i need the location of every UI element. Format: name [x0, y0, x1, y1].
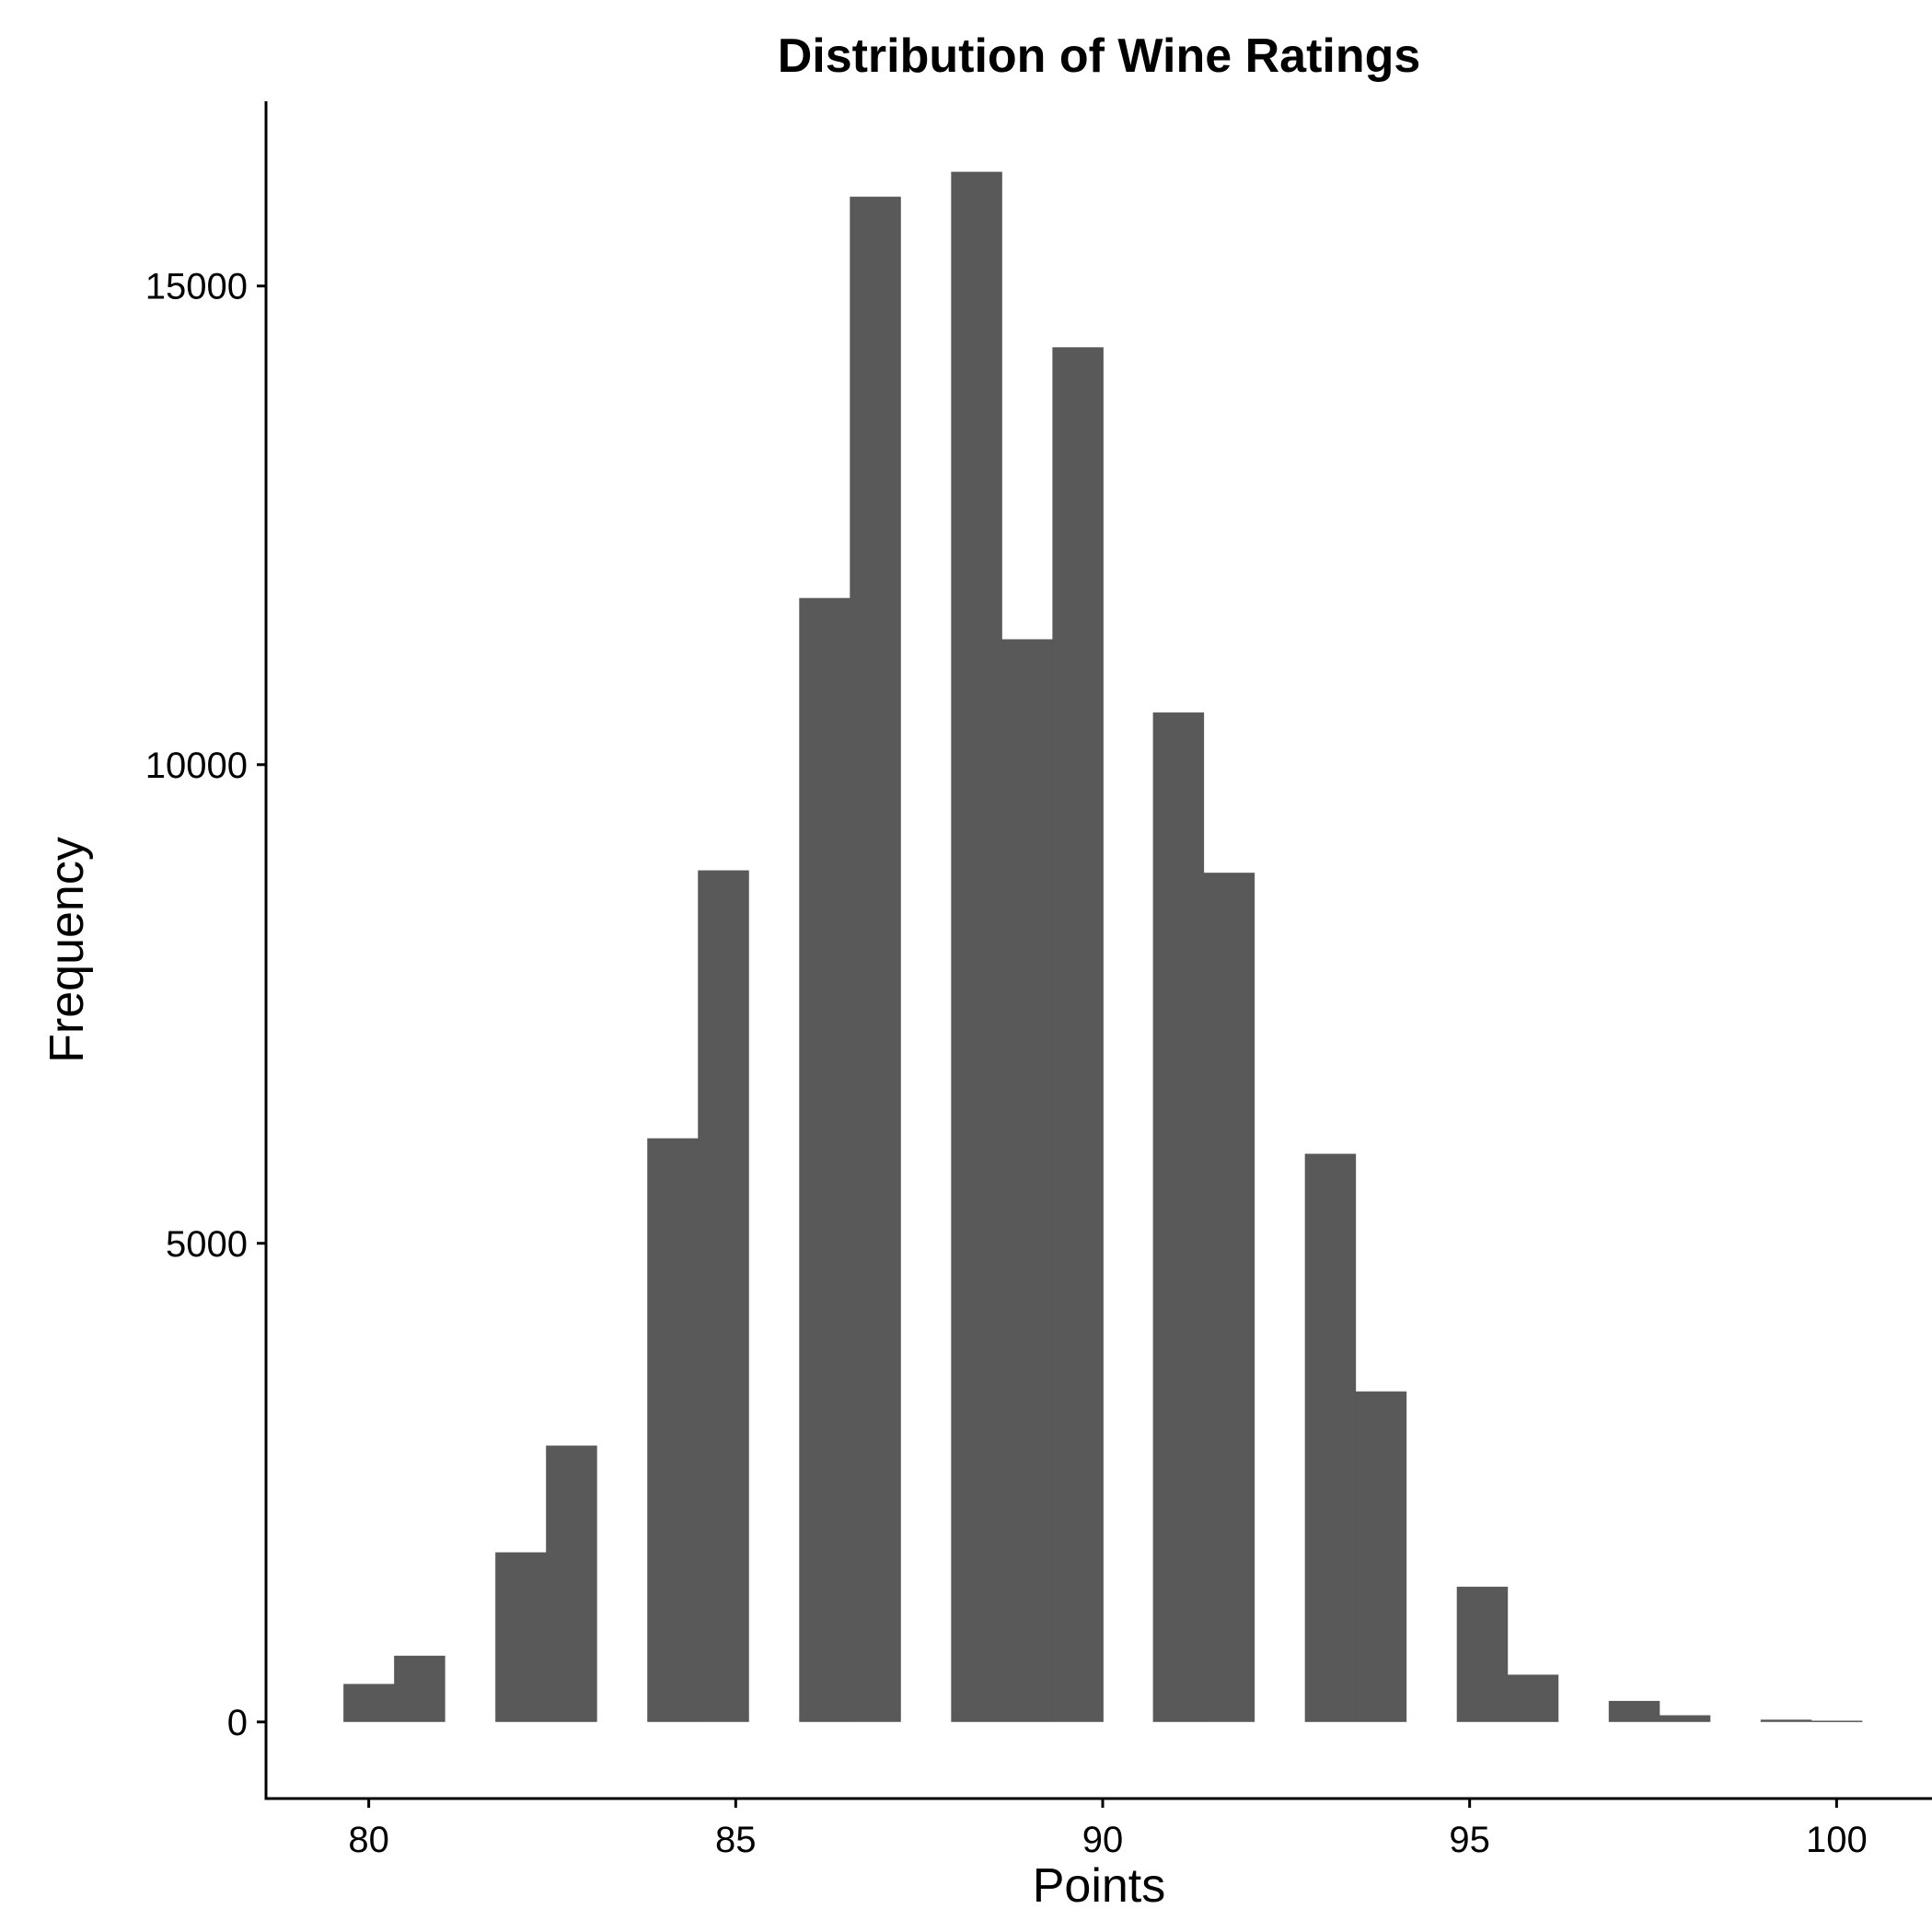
bar-10: [850, 196, 901, 1722]
bar-4: [546, 1445, 597, 1722]
x-axis-label: Points: [1033, 1859, 1166, 1913]
y-axis-label: Frequency: [40, 837, 94, 1063]
x-tick-label: 90: [1082, 1820, 1124, 1860]
bar-23: [1507, 1674, 1559, 1722]
bar-26: [1659, 1715, 1711, 1722]
bar-9: [799, 597, 850, 1722]
x-tick-label: 95: [1449, 1820, 1490, 1860]
y-ticks-group: 0 5000 10000 15000: [145, 267, 266, 1743]
bar-13: [1001, 639, 1053, 1722]
bar-28: [1760, 1719, 1812, 1722]
bar-1: [394, 1655, 445, 1722]
bars-group: [343, 171, 1863, 1722]
x-ticks-group: 80 85 90 95 100: [348, 1799, 1868, 1860]
x-tick-label: 85: [715, 1820, 757, 1860]
bar-25: [1608, 1700, 1660, 1722]
y-tick-label: 10000: [145, 746, 248, 786]
bar-19: [1304, 1153, 1357, 1722]
bar-29: [1811, 1720, 1863, 1722]
bar-0: [343, 1683, 395, 1722]
x-tick-label: 100: [1806, 1820, 1868, 1860]
x-tick-label: 80: [348, 1820, 389, 1860]
chart-title: Distribution of Wine Ratings: [778, 29, 1421, 83]
bar-3: [495, 1552, 547, 1722]
bar-22: [1456, 1586, 1509, 1722]
bar-12: [951, 171, 1002, 1722]
bar-6: [647, 1138, 699, 1722]
bar-16: [1152, 712, 1205, 1722]
y-tick-label: 15000: [145, 267, 248, 307]
bar-20: [1355, 1391, 1407, 1722]
y-tick-label: 0: [227, 1703, 248, 1743]
bar-7: [698, 870, 749, 1722]
y-tick-label: 5000: [166, 1224, 248, 1265]
bar-14: [1052, 347, 1104, 1722]
bar-17: [1203, 873, 1255, 1722]
